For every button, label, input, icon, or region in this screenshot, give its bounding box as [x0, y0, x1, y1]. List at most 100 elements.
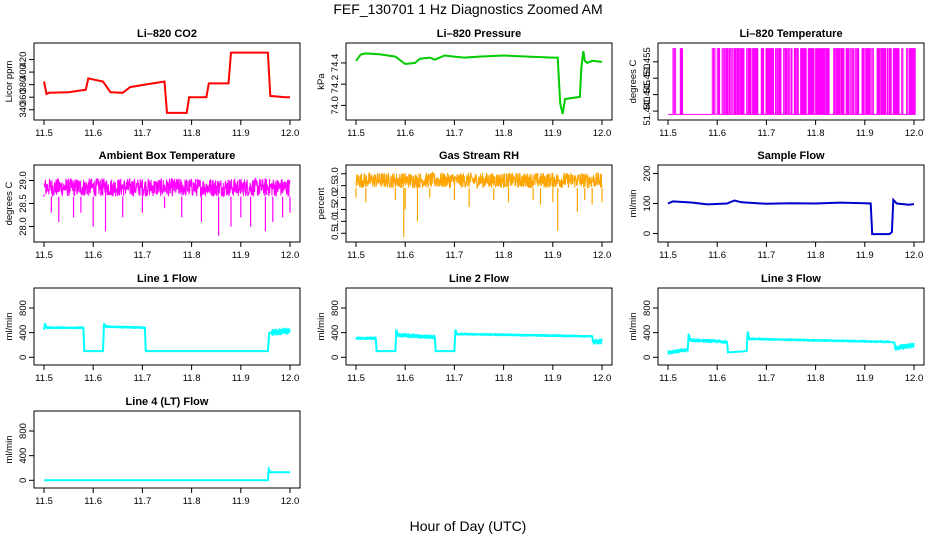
x-tick-label: 11.5: [659, 128, 677, 139]
panel-rh: Gas Stream RH 11.5 11.6 11.7 11.8 11.9 12.0 0.5…: [316, 150, 613, 261]
series-line: [355, 51, 603, 115]
series-line: [44, 465, 290, 482]
x-tick-label: 12.0: [905, 250, 924, 261]
x-tick-label: 11.6: [396, 128, 414, 139]
plot-frame: [33, 287, 301, 366]
x-tick-label: 11.7: [446, 250, 464, 261]
y-tick-label: 400: [18, 448, 29, 464]
plot-frame: [345, 42, 613, 121]
x-tick-label: 11.8: [807, 373, 825, 384]
y-tick-label: 400: [18, 325, 29, 341]
panel-line4: Line 4 (LT) Flow 11.5 11.6 11.7 11.8 11.9 12.0…: [4, 396, 301, 507]
x-tick-label: 11.9: [856, 373, 874, 384]
x-tick-label: 11.9: [856, 128, 874, 139]
plot-frame: [345, 164, 613, 243]
x-tick-label: 11.8: [807, 250, 825, 261]
series-noise: [748, 337, 890, 344]
x-tick-label: 11.9: [856, 250, 874, 261]
plot-frame: [33, 410, 301, 489]
panel-pressure: Li–820 Pressure 11.5 11.6 11.7 11.8 11.9 12.0 7…: [316, 28, 613, 139]
x-tick-label: 11.8: [807, 128, 825, 139]
x-tick-label: 11.9: [544, 373, 562, 384]
x-tick-label: 11.5: [659, 250, 677, 261]
x-tick-label: 11.8: [183, 128, 201, 139]
x-tick-label: 11.9: [232, 496, 250, 507]
x-tick-label: 11.6: [708, 250, 726, 261]
y-axis-label: ml/min: [4, 313, 15, 341]
x-tick-label: 12.0: [905, 373, 924, 384]
y-tick-label: 800: [18, 300, 29, 316]
panel-line1: Line 1 Flow 11.5 11.6 11.7 11.8 11.9 12.0 0 400 8…: [4, 273, 301, 384]
x-tick-label: 11.7: [446, 128, 464, 139]
panel-title: Line 4 (LT) Flow: [126, 396, 209, 408]
series-band: [355, 170, 603, 189]
series-noise: [397, 332, 436, 340]
y-tick-label: 420: [18, 52, 29, 68]
x-tick-label: 11.6: [84, 128, 102, 139]
series-line: [356, 329, 603, 353]
x-tick-label: 11.6: [84, 373, 102, 384]
x-tick-label: 11.5: [35, 373, 53, 384]
panel-line3: Line 3 Flow 11.5 11.6 11.7 11.8 11.9 12.0 0 400 8…: [628, 273, 925, 384]
x-tick-label: 11.8: [183, 250, 201, 261]
plot-frame: [657, 42, 925, 121]
series-noise: [46, 326, 84, 330]
series-noise: [270, 327, 291, 337]
x-tick-label: 11.5: [35, 128, 53, 139]
x-tick-label: 11.5: [347, 373, 365, 384]
panel-title: Line 3 Flow: [761, 273, 821, 285]
y-tick-label: 51.445: [642, 80, 653, 109]
series-group: [668, 48, 916, 115]
series-noise: [592, 338, 603, 345]
x-tick-label: 11.8: [495, 250, 513, 261]
y-tick-label: 28.0: [18, 217, 29, 236]
x-tick-label: 11.6: [708, 128, 726, 139]
x-tick-label: 11.8: [495, 128, 513, 139]
series-noise: [667, 347, 689, 355]
x-tick-label: 12.0: [593, 250, 612, 261]
series-line: [667, 331, 915, 354]
figure-x-axis-label: Hour of Day (UTC): [409, 518, 527, 534]
figure-title: FEF_130701 1 Hz Diagnostics Zoomed AM: [333, 1, 603, 17]
series-group: [355, 170, 603, 237]
x-tick-label: 11.6: [84, 496, 102, 507]
x-tick-label: 12.0: [281, 128, 300, 139]
series-group: [355, 329, 603, 353]
y-tick-label: 400: [330, 325, 341, 341]
series-group: [43, 177, 291, 236]
y-axis-label: kPa: [316, 73, 327, 90]
x-tick-label: 12.0: [281, 250, 300, 261]
series-group: [355, 51, 603, 115]
panel-title: Line 2 Flow: [449, 273, 509, 285]
y-tick-label: 3.0: [330, 167, 341, 180]
x-tick-label: 11.8: [183, 496, 201, 507]
y-tick-label: 0: [18, 478, 29, 483]
x-tick-label: 11.5: [659, 373, 677, 384]
x-tick-label: 11.5: [35, 496, 53, 507]
y-tick-label: 0: [642, 231, 653, 236]
panel-title: Li–820 Temperature: [739, 28, 842, 40]
panel-title: Li–820 Pressure: [437, 28, 521, 40]
y-tick-label: 0.5: [330, 227, 341, 240]
series-line: [43, 51, 290, 114]
y-tick-label: 29.0: [18, 171, 29, 190]
y-tick-label: 0: [330, 355, 341, 360]
plot-frame: [33, 42, 301, 121]
panel-box_temp: Ambient Box Temperature 11.5 11.6 11.7 11.8 1…: [4, 150, 301, 261]
y-tick-label: 51.450: [642, 64, 653, 93]
x-tick-label: 11.6: [84, 250, 102, 261]
y-tick-label: 400: [642, 325, 653, 341]
x-tick-label: 11.7: [134, 373, 152, 384]
panel-title: Ambient Box Temperature: [99, 150, 236, 162]
series-group: [667, 331, 915, 355]
y-axis-label: degrees C: [628, 59, 639, 103]
x-tick-label: 11.7: [134, 128, 152, 139]
series-noise: [355, 336, 377, 341]
y-axis-label: ml/min: [628, 313, 639, 341]
y-axis-label: Licor ppm: [4, 61, 15, 103]
y-tick-label: 380: [18, 77, 29, 93]
x-tick-label: 12.0: [281, 496, 300, 507]
plot-frame: [657, 287, 925, 366]
y-tick-label: 800: [330, 300, 341, 316]
